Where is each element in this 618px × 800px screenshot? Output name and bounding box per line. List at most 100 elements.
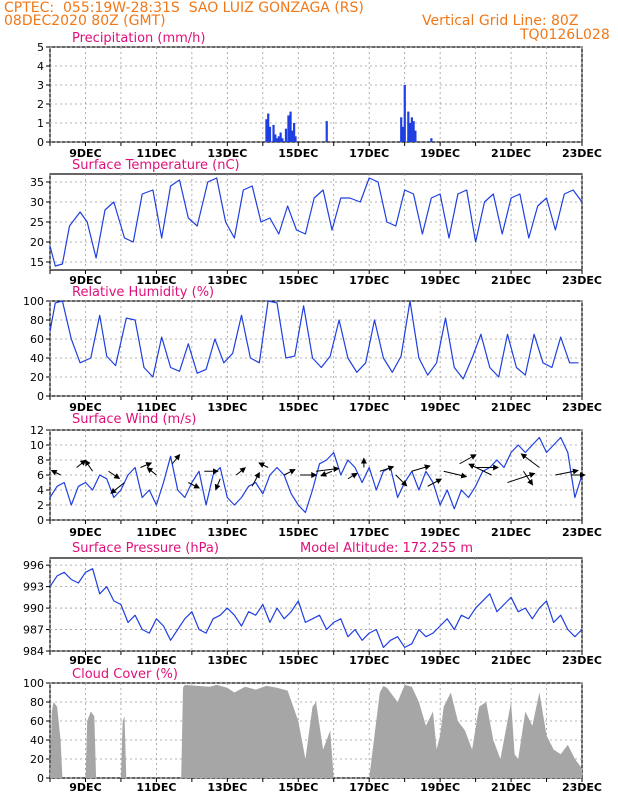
x-tick-label: 21DEC bbox=[491, 526, 531, 539]
x-tick-label: 13DEC bbox=[207, 401, 247, 414]
wind-arrow bbox=[427, 478, 443, 487]
x-tick-label: 19DEC bbox=[420, 654, 460, 667]
y-tick-label: 996 bbox=[23, 559, 44, 572]
panel-5: 0 20 40 60 80 100 9DEC 11DEC 13DEC 15DEC 17DEC 19DE… bbox=[23, 667, 602, 794]
precip-bar bbox=[277, 136, 280, 142]
precip-bar bbox=[281, 138, 284, 142]
x-tick-label: 15DEC bbox=[278, 147, 318, 160]
precip-bar bbox=[267, 113, 270, 142]
precip-bar bbox=[287, 115, 290, 142]
run-date: 08DEC2020 80Z (GMT) bbox=[4, 13, 166, 29]
x-tick-label: 23DEC bbox=[562, 274, 602, 287]
x-tick-label: 17DEC bbox=[349, 526, 389, 539]
wind-arrow bbox=[146, 467, 157, 476]
series-line bbox=[49, 568, 583, 649]
x-tick-label: 21DEC bbox=[491, 401, 531, 414]
y-tick-label: 0 bbox=[37, 136, 44, 149]
x-tick-label: 15DEC bbox=[278, 654, 318, 667]
x-tick-label: 21DEC bbox=[491, 274, 531, 287]
y-tick-label: 40 bbox=[30, 352, 44, 365]
precip-bar bbox=[410, 117, 413, 142]
model-code: TQ0126L028 bbox=[520, 27, 610, 43]
x-tick-label: 15DEC bbox=[278, 526, 318, 539]
y-tick-label: 100 bbox=[23, 677, 44, 690]
precip-bar bbox=[401, 126, 405, 142]
x-tick-label: 17DEC bbox=[349, 147, 389, 160]
precip-bar bbox=[272, 124, 275, 142]
panel-1: 15 20 25 30 35 9DEC 11DEC 13DEC 15DEC 17DEC 19DEC 2… bbox=[30, 158, 602, 287]
x-tick-label: 19DEC bbox=[420, 401, 460, 414]
series-line bbox=[49, 300, 579, 380]
y-tick-label: 30 bbox=[30, 196, 44, 209]
wind-arrow bbox=[110, 482, 125, 494]
wind-arrow bbox=[443, 470, 468, 479]
y-tick-label: 2 bbox=[37, 98, 44, 111]
x-tick-label: 15DEC bbox=[278, 781, 318, 794]
panel-frame bbox=[49, 46, 583, 143]
x-tick-label: 9DEC bbox=[69, 781, 101, 794]
y-tick-label: 100 bbox=[23, 295, 44, 308]
x-tick-label: 11DEC bbox=[136, 526, 176, 539]
wind-arrow bbox=[258, 462, 269, 468]
panel-title: Surface Temperature (nC) bbox=[72, 158, 240, 173]
y-tick-label: 60 bbox=[30, 715, 44, 728]
x-tick-label: 13DEC bbox=[207, 781, 247, 794]
x-tick-label: 15DEC bbox=[278, 274, 318, 287]
wind-arrow bbox=[84, 459, 93, 472]
y-tick-label: 25 bbox=[30, 216, 44, 229]
wind-arrow bbox=[379, 465, 395, 472]
y-tick-label: 20 bbox=[30, 371, 44, 384]
wind-arrow bbox=[171, 453, 181, 465]
panel-title: Cloud Cover (%) bbox=[72, 667, 178, 682]
panel-2: 0 20 40 60 80 100 9DEC 11DEC 13DEC 15DEC 17DEC 19DE… bbox=[23, 285, 602, 414]
panel-title: Precipitation (mm/h) bbox=[72, 31, 205, 46]
series-line bbox=[49, 177, 583, 267]
y-tick-label: 1 bbox=[37, 117, 44, 130]
wind-arrow bbox=[523, 470, 534, 486]
y-tick-label: 40 bbox=[30, 734, 44, 747]
x-tick-label: 9DEC bbox=[69, 147, 101, 160]
y-tick-label: 4 bbox=[37, 60, 44, 73]
precip-bar bbox=[430, 138, 433, 142]
y-tick-label: 20 bbox=[30, 236, 44, 249]
wind-arrow bbox=[459, 454, 477, 465]
panel-title: Relative Humidity (%) bbox=[72, 285, 214, 300]
y-tick-label: 987 bbox=[23, 624, 44, 637]
panel-title: Surface Wind (m/s) bbox=[72, 412, 196, 427]
cloud-area bbox=[50, 684, 582, 778]
x-tick-label: 11DEC bbox=[136, 781, 176, 794]
y-tick-label: 10 bbox=[30, 439, 44, 452]
x-tick-label: 13DEC bbox=[207, 526, 247, 539]
y-tick-label: 80 bbox=[30, 696, 44, 709]
grid-line-note: Vertical Grid Line: 80Z bbox=[422, 13, 579, 29]
y-tick-label: 20 bbox=[30, 753, 44, 766]
wind-arrow bbox=[507, 472, 536, 483]
y-tick-label: 2 bbox=[37, 499, 44, 512]
wind-arrow bbox=[108, 470, 121, 480]
wind-arrow bbox=[188, 482, 201, 489]
precip-bar bbox=[284, 128, 288, 142]
x-tick-label: 19DEC bbox=[420, 274, 460, 287]
panel-subtitle: Model Altitude: 172.255 m bbox=[300, 541, 473, 556]
panel-frame bbox=[49, 300, 583, 397]
y-tick-label: 80 bbox=[30, 314, 44, 327]
y-tick-label: 4 bbox=[37, 484, 44, 497]
panel-title: Surface Pressure (hPa) bbox=[72, 541, 219, 556]
x-tick-label: 11DEC bbox=[136, 401, 176, 414]
precip-bar bbox=[414, 130, 417, 142]
precip-bar bbox=[400, 117, 403, 142]
y-tick-label: 0 bbox=[37, 514, 44, 527]
wind-arrow bbox=[214, 478, 221, 491]
y-tick-label: 12 bbox=[30, 424, 44, 437]
precip-bar bbox=[412, 121, 415, 142]
panel-frame bbox=[49, 557, 583, 652]
precip-bar bbox=[403, 85, 406, 142]
x-tick-label: 9DEC bbox=[69, 401, 101, 414]
y-tick-label: 35 bbox=[30, 176, 44, 189]
x-tick-label: 17DEC bbox=[349, 654, 389, 667]
x-tick-label: 19DEC bbox=[420, 147, 460, 160]
wind-arrow bbox=[347, 472, 358, 480]
wind-arrow bbox=[320, 470, 333, 477]
x-tick-label: 23DEC bbox=[562, 654, 602, 667]
